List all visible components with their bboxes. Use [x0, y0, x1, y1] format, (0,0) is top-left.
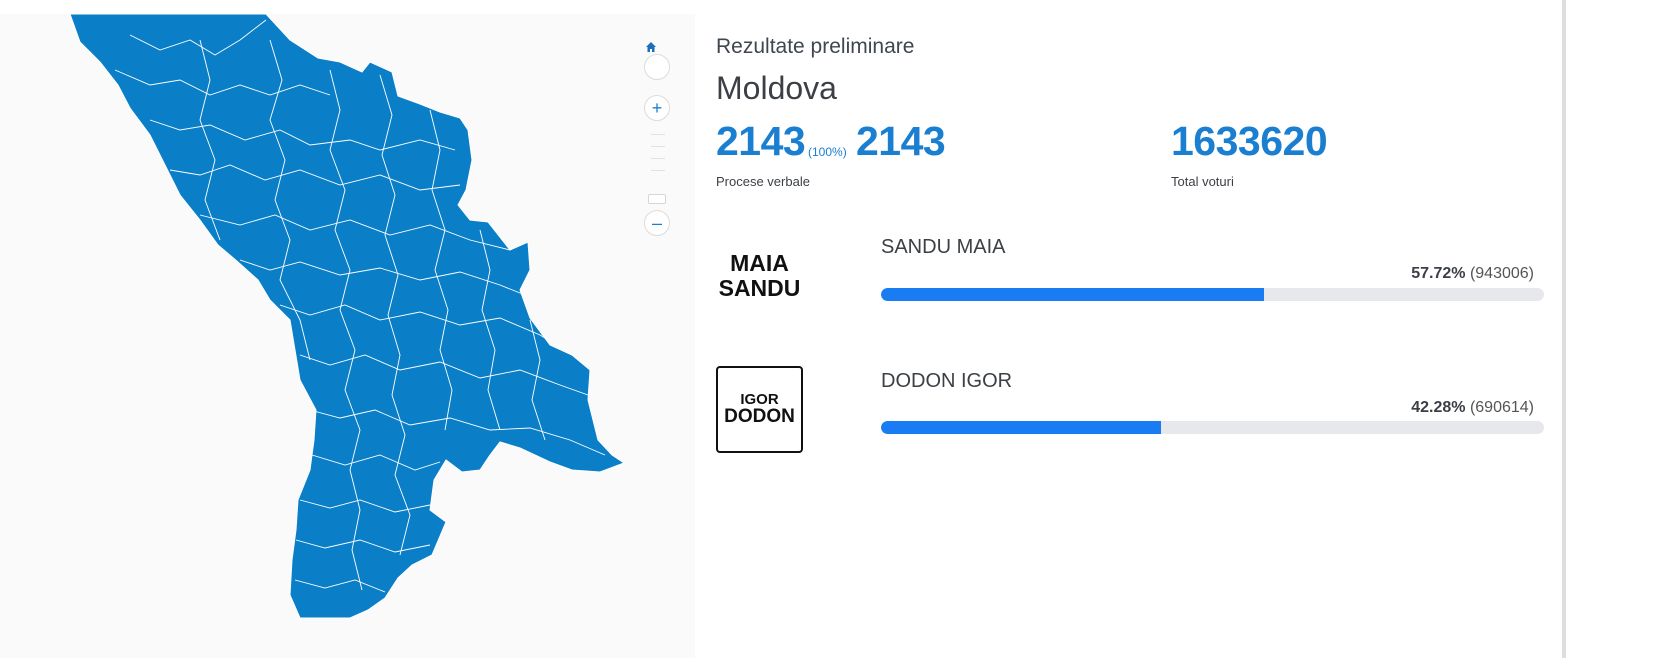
total-votes-label: Total voturi — [1171, 174, 1234, 189]
candidate-progress-bar — [881, 288, 1544, 301]
candidate-progress-fill — [881, 288, 1264, 301]
moldova-country-shape[interactable] — [69, 14, 626, 619]
minus-icon: – — [651, 213, 662, 233]
candidate-progress-fill — [881, 421, 1162, 434]
map-panel[interactable]: + – — [0, 14, 695, 658]
total-votes-count: 1633620 — [1171, 118, 1328, 164]
candidate-percent: 42.28% — [1411, 399, 1466, 416]
candidate-logo: MAIA SANDU — [716, 232, 803, 319]
results-subtitle: Rezultate preliminare — [716, 35, 915, 58]
region-title: Moldova — [716, 70, 837, 106]
zoom-in-button[interactable]: + — [644, 95, 670, 121]
candidate-row: MAIA SANDU SANDU MAIA 57.72% (943006) — [716, 232, 1546, 332]
total-pv-count: 2143 — [856, 118, 946, 164]
plus-icon: + — [651, 98, 663, 118]
candidate-progress-bar — [881, 421, 1544, 434]
processed-count: 2143 — [716, 118, 806, 164]
candidate-result: 42.28% (690614) — [1411, 399, 1534, 417]
results-panel: Rezultate preliminare Moldova 2143 (100%… — [716, 0, 1556, 658]
candidate-votes: (690614) — [1469, 399, 1534, 416]
logo-line-1: IGOR — [740, 390, 779, 408]
candidate-percent: 57.72% — [1411, 265, 1466, 282]
candidate-name: DODON IGOR — [881, 370, 1013, 392]
logo-line-2: DODON — [724, 406, 795, 428]
candidate-result: 57.72% (943006) — [1411, 265, 1534, 283]
candidate-votes: (943006) — [1469, 265, 1534, 282]
page-scrollbar[interactable] — [1562, 0, 1566, 658]
zoom-slider-handle[interactable] — [648, 194, 666, 204]
home-button[interactable] — [644, 42, 670, 80]
zoom-slider-track[interactable] — [651, 134, 665, 182]
zoom-out-button[interactable]: – — [644, 210, 670, 236]
logo-line-1: MAIA — [730, 250, 789, 277]
district-borders — [114, 19, 606, 593]
candidate-row: IGOR DODON DODON IGOR 42.28% (690614) — [716, 366, 1546, 466]
home-icon — [646, 42, 656, 52]
processed-label: Procese verbale — [716, 174, 810, 189]
candidate-name: SANDU MAIA — [881, 236, 1006, 258]
moldova-map[interactable] — [0, 14, 695, 658]
candidate-logo: IGOR DODON — [716, 366, 803, 453]
processed-percent: (100%) — [808, 145, 847, 159]
logo-line-2: SANDU — [718, 274, 801, 301]
